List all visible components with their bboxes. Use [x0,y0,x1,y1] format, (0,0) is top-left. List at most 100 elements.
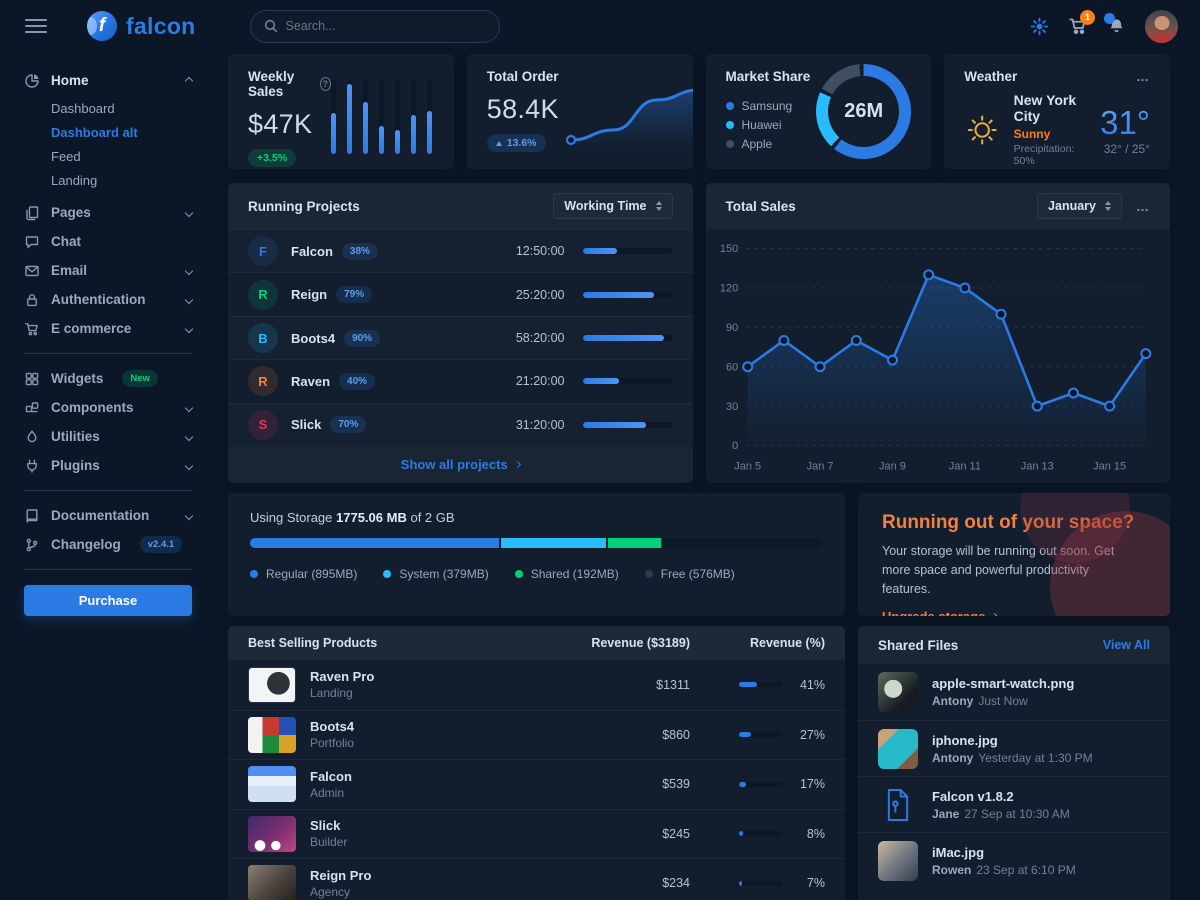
storage-legend: Regular (895MB) System (379MB) Shared (192… [250,562,823,586]
weather-title: Weather [964,69,1018,84]
month-select[interactable]: January [1037,193,1122,219]
product-revenue: $1311 [656,677,690,692]
storage-progress-bar [250,538,823,548]
storage-segment-regular-895mb- [250,538,499,548]
file-thumbnail [878,728,918,769]
storage-legend-item: System (379MB) [383,567,489,581]
legend-dot [250,570,258,578]
legend-dot [383,570,392,578]
storage-legend-item: Regular (895MB) [250,567,357,581]
sidebar-item-plugins[interactable]: Plugins [24,451,194,480]
sidebar-item-changelog[interactable]: Changelog v2.4.1 [24,530,192,559]
project-time: 58:20:00 [515,331,565,346]
sidebar-item-components[interactable]: Components [24,393,194,422]
project-row-reign: R Reign 79% 25:20:00 [228,272,693,315]
notifications-bell-icon[interactable] [1104,12,1126,36]
search-box[interactable] [249,9,500,43]
sidebar-item-pages[interactable]: Pages [24,198,194,227]
project-progress-bar [582,335,673,342]
sidebar-item-label: Components [51,400,134,415]
sidebar-item-home[interactable]: Home [24,66,194,95]
sidebar-item-documentation[interactable]: Documentation [24,501,194,530]
weekly-sales-value: $47K [248,109,313,139]
file-owner: Antony [932,750,974,765]
purchase-button[interactable]: Purchase [24,585,192,616]
sidebar-submenu: Dashboard Dashboard alt Feed Landing [24,96,192,192]
sidebar-item-landing[interactable]: Landing [51,172,98,188]
chevron-down-icon [184,461,194,470]
weather-more-icon[interactable] [1136,69,1150,84]
svg-text:90: 90 [726,322,738,334]
user-avatar[interactable] [1145,9,1178,43]
sidebar-item-chat[interactable]: Chat [24,227,192,256]
file-item-falcon-v1-8-2[interactable]: Falcon v1.8.2 Jane 27 Sep at 10:30 AM [858,776,1170,832]
sidebar-item-authentication[interactable]: Authentication [24,285,194,314]
sidebar-item-utilities[interactable]: Utilities [24,422,194,451]
file-owner: Jane [932,806,960,821]
sidebar-item-label: E commerce [51,321,132,336]
product-progress-bar [739,781,783,787]
product-category: Portfolio [310,736,355,751]
cart-count-badge: 1 [1080,10,1095,25]
total-sales-more-icon[interactable] [1136,199,1150,214]
file-item-apple-smart-watch-png[interactable]: apple-smart-watch.png Antony Just Now [858,664,1170,720]
legend-label: Regular (895MB) [266,567,358,581]
space-card-title: Running out of your space? [882,512,1135,533]
project-time: 31:20:00 [515,417,565,432]
product-info: Reign Pro Agency [310,868,540,899]
product-percent: 17% [799,777,825,792]
product-percent-col: 8% [690,827,825,841]
file-item-imac-jpg[interactable]: iMac.jpg Rowen 23 Sep at 6:10 PM [858,832,1170,888]
legend-item-apple: Apple [725,137,811,151]
product-category: Agency [310,884,351,899]
cart-icon[interactable]: 1 [1068,10,1095,36]
upgrade-storage-link[interactable]: Upgrade storage [882,609,999,616]
chevron-down-icon [184,432,194,441]
storage-segment-free-576mb- [663,538,823,548]
revenue-pct-column-header: Revenue (%) [749,636,825,650]
plugins-icon [24,458,40,474]
legend-dot [644,570,653,578]
settings-gear-icon[interactable] [1030,17,1049,36]
sidebar-item-feed[interactable]: Feed [51,148,81,164]
weekly-sales-badge: +3.5% [248,149,297,167]
best-selling-products-card: Best Selling Products Revenue ($3189) Re… [228,626,845,900]
show-all-projects-link[interactable]: Show all projects [401,457,521,472]
file-name: iphone.jpg [932,732,998,748]
sidebar-item-label: Home [51,73,89,88]
product-info: Slick Builder [310,818,540,849]
hamburger-menu-icon[interactable] [25,19,47,33]
weather-range: 32° / 25° [1103,141,1150,156]
sidebar-item-dashboard[interactable]: Dashboard [51,100,115,116]
product-info: Boots4 Portfolio [310,719,540,750]
sun-icon [967,115,997,144]
view-all-link[interactable]: View All [1102,638,1150,652]
brand-logo[interactable]: f falcon [87,11,196,41]
project-percent-badge: 70% [330,416,367,434]
chevron-down-icon [184,403,194,412]
file-name: Falcon v1.8.2 [932,788,1014,804]
samsung-dot [725,102,734,110]
help-icon[interactable] [319,77,331,91]
search-input[interactable] [285,19,486,33]
sidebar-item-e-commerce[interactable]: E commerce [24,314,194,343]
file-item-iphone-jpg[interactable]: iphone.jpg Antony Yesterday at 1:30 PM [858,720,1170,776]
product-name: Raven Pro [310,669,375,685]
product-revenue: $245 [662,826,690,841]
components-icon [24,400,40,416]
best-selling-title: Best Selling Products [248,636,378,650]
sidebar-item-widgets[interactable]: Widgets New [24,364,192,393]
working-time-select[interactable]: Working Time [553,193,673,219]
project-avatar: S [248,409,278,440]
sidebar-item-label: Changelog [51,537,121,552]
sidebar-item-email[interactable]: Email [24,256,194,285]
project-time: 25:20:00 [515,287,565,302]
project-progress-bar [582,248,673,255]
file-owner: Antony [932,694,974,708]
product-percent-col: 17% [690,777,825,791]
sidebar-item-dashboard-alt[interactable]: Dashboard alt [51,124,138,140]
product-progress-bar [739,682,783,688]
storage-card: Using Storage 1775.06 MB of 2 GB Regular… [228,493,845,616]
total-sales-title: Total Sales [725,198,796,214]
shared-files-card: Shared Files View All apple-smart-watch.… [858,626,1170,900]
